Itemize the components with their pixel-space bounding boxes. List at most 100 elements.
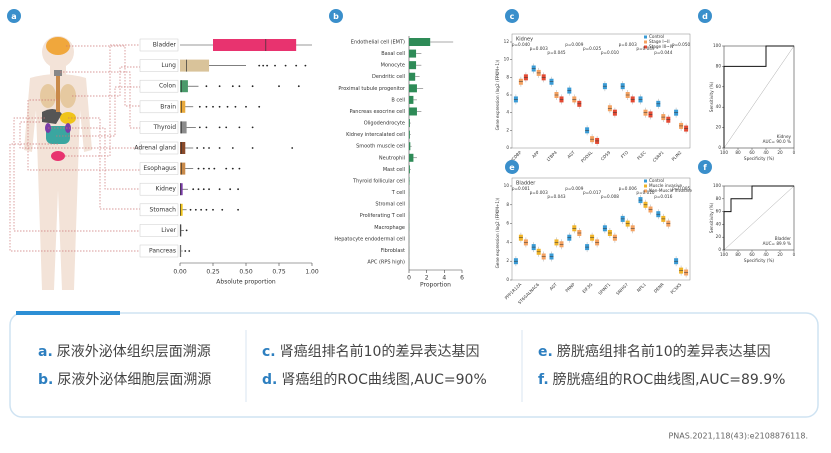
p-value: p=0.005 bbox=[672, 186, 690, 191]
panel-letter: d bbox=[702, 12, 708, 21]
bar bbox=[409, 154, 413, 162]
reference-line bbox=[724, 46, 794, 148]
bar bbox=[409, 61, 416, 69]
x-tick-label: 6 bbox=[460, 275, 464, 282]
x-tick-label: 4 bbox=[442, 275, 446, 282]
outlier bbox=[196, 147, 198, 149]
y-tick-label: 100 bbox=[713, 183, 721, 188]
p-value: p=0.045 bbox=[547, 50, 565, 55]
bar bbox=[409, 107, 417, 115]
outlier bbox=[190, 209, 192, 211]
y-tick-label: 8 bbox=[506, 74, 509, 79]
auc-label: AUC= 90.0 % bbox=[763, 139, 791, 144]
x-tick-label: AGT bbox=[566, 150, 576, 160]
outlier bbox=[184, 250, 186, 252]
x-tick-label: 60 bbox=[749, 252, 755, 257]
legend-swatch bbox=[644, 185, 647, 188]
p-value: p=0.003 bbox=[530, 190, 548, 195]
outlier bbox=[206, 127, 208, 129]
outlier bbox=[208, 168, 210, 170]
y-tick-label: 4 bbox=[506, 239, 509, 244]
category-label: Bladder bbox=[153, 42, 177, 49]
y-axis-label: Sensitivity (%) bbox=[709, 202, 714, 233]
y-tick-label: 40 bbox=[716, 221, 722, 226]
box bbox=[180, 142, 185, 154]
x-tick-label: 40 bbox=[763, 252, 769, 257]
caption: c.肾癌组排名前10的差异表达基因 bbox=[262, 343, 479, 360]
outlier bbox=[237, 188, 239, 190]
p-value: p=0.009 bbox=[565, 42, 583, 47]
panel-letter: a bbox=[11, 12, 16, 21]
x-tick-label: PLEC bbox=[636, 150, 647, 161]
box bbox=[213, 39, 296, 51]
bar bbox=[409, 96, 413, 104]
x-tick-label: 100 bbox=[720, 150, 728, 155]
category-label: APC (RPS high) bbox=[367, 260, 405, 266]
y-tick-label: 2 bbox=[506, 127, 509, 132]
x-tick-label: NPL1 bbox=[636, 282, 647, 293]
legend-swatch bbox=[644, 36, 647, 39]
outlier bbox=[203, 147, 205, 149]
box bbox=[180, 101, 185, 113]
x-tick-label: PRNP bbox=[564, 282, 576, 294]
outlier bbox=[252, 147, 254, 149]
outlier bbox=[239, 127, 241, 129]
x-axis-label: Absolute proportion bbox=[216, 279, 276, 286]
category-label: Stromal cell bbox=[375, 202, 405, 208]
category-label: Kidney intercalated cell bbox=[346, 132, 405, 138]
x-tick-label: FTO bbox=[620, 149, 630, 159]
outlier bbox=[206, 209, 208, 211]
x-tick-label: 40 bbox=[763, 150, 769, 155]
y-tick-label: 60 bbox=[716, 84, 722, 89]
category-label: Proximal tubule progenitor bbox=[338, 86, 406, 92]
outlier bbox=[199, 106, 201, 108]
y-tick-label: 0 bbox=[506, 145, 509, 150]
box bbox=[180, 60, 209, 72]
category-label: Thyroid follicular cell bbox=[352, 178, 405, 184]
p-value: p=0.050 bbox=[672, 42, 690, 47]
y-tick-label: 0 bbox=[718, 145, 721, 150]
y-tick-label: 80 bbox=[716, 63, 722, 68]
x-axis-label: Specificity (%) bbox=[744, 156, 775, 161]
p-value: p=0.010 bbox=[601, 50, 619, 55]
outlier bbox=[239, 168, 241, 170]
outlier bbox=[213, 168, 215, 170]
x-tick-label: 1.00 bbox=[305, 269, 319, 276]
y-tick-label: 12 bbox=[504, 39, 510, 44]
category-label: Pancreas exocrine cell bbox=[349, 109, 405, 115]
bar bbox=[409, 142, 410, 150]
bar bbox=[409, 84, 417, 92]
x-axis-label: Specificity (%) bbox=[744, 258, 775, 263]
category-label: Pancreas bbox=[149, 248, 176, 255]
x-tick-label: AGT bbox=[548, 282, 558, 292]
outlier bbox=[221, 209, 223, 211]
bar bbox=[409, 119, 410, 127]
outlier bbox=[229, 188, 231, 190]
x-tick-label: 60 bbox=[749, 150, 755, 155]
p-value: p=0.049 bbox=[636, 46, 654, 51]
caption-text: 膀胱癌组的ROC曲线图,AUC=89.9% bbox=[553, 371, 786, 388]
outlier bbox=[186, 230, 188, 232]
caption: b.尿液外泌体细胞层面溯源 bbox=[38, 372, 211, 388]
panel-letter: b bbox=[333, 12, 339, 21]
outlier bbox=[274, 65, 276, 67]
caption-letter: e. bbox=[538, 344, 553, 360]
legend-swatch bbox=[644, 41, 647, 44]
caption-letter: f. bbox=[538, 372, 549, 388]
x-tick-label: SPINT1 bbox=[597, 282, 611, 296]
caption: a.尿液外泌体组织层面溯源 bbox=[38, 344, 211, 360]
outlier bbox=[232, 85, 234, 87]
box bbox=[180, 163, 185, 175]
outlier bbox=[219, 147, 221, 149]
caption: e.膀胱癌组排名前10的差异表达基因 bbox=[538, 343, 771, 360]
p-value: p=0.001 bbox=[512, 186, 530, 191]
category-label: Hepatocyte endodermal cell bbox=[334, 236, 405, 242]
p-value: p=0.043 bbox=[547, 194, 565, 199]
y-axis-label: Gene expression (log2 (FPKM+1)) bbox=[495, 197, 500, 268]
category-label: Colon bbox=[159, 83, 176, 90]
category-label: Stomach bbox=[150, 206, 177, 213]
outlier bbox=[199, 127, 201, 129]
y-tick-label: 60 bbox=[716, 209, 722, 214]
category-label: Esophagus bbox=[143, 165, 176, 172]
